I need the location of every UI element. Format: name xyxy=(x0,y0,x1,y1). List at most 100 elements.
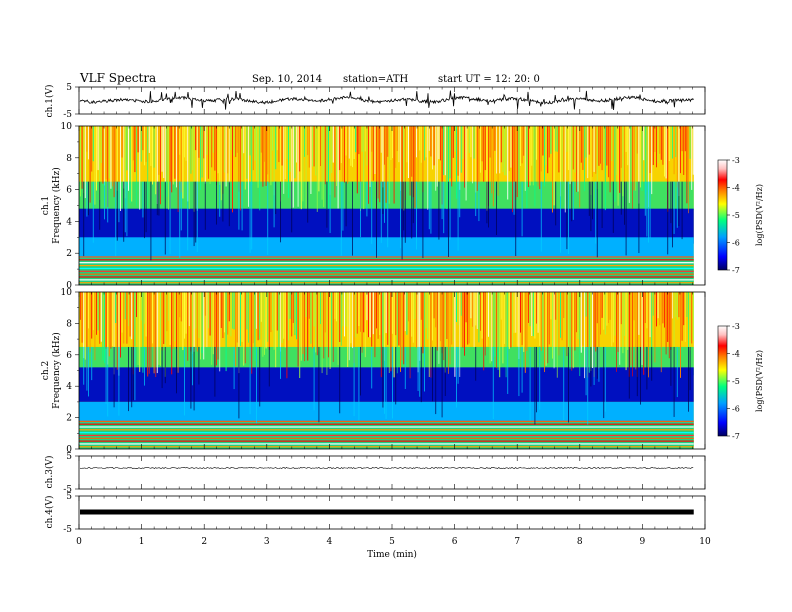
ch1-spec-streak xyxy=(417,126,419,182)
ch1-spec-cyan-band xyxy=(79,237,694,258)
ch2-spec-streak xyxy=(206,292,208,348)
ch1-spec-deep-streak xyxy=(219,181,221,217)
ch1-spec-streak xyxy=(339,126,341,171)
ch1-spec-streak xyxy=(337,126,339,209)
ch2-spec-streak xyxy=(544,292,545,373)
ch2-spec-streak xyxy=(288,292,289,341)
ch2-spec-streak xyxy=(284,292,286,348)
ch1-spec-streak xyxy=(289,126,291,172)
ch2-spec-deep-streak xyxy=(83,346,85,385)
ch2-spec-streak xyxy=(668,292,670,359)
ch1-spec-streak xyxy=(486,126,488,211)
ch1-spec-streak xyxy=(313,126,315,167)
ch2-spec-streak xyxy=(496,292,497,369)
ch1-spec-streak xyxy=(96,126,97,191)
ch1-spec-deep-streak xyxy=(88,181,89,216)
ch2-spec-streak xyxy=(340,292,342,346)
ch1-spec-deep-streak xyxy=(228,181,230,227)
ch1-spec-streak xyxy=(467,126,469,181)
ch2-spec-streak xyxy=(211,292,213,365)
ch1-spec-streak xyxy=(673,126,675,175)
ch1-spec-streak xyxy=(598,126,600,166)
ch2-spec-deep-streak xyxy=(358,346,360,421)
ch2-spec-deep-streak xyxy=(214,346,216,397)
ch1-spec-streak xyxy=(248,126,249,207)
ch1-spec-deep-streak xyxy=(488,181,489,228)
ch1-spec-streak xyxy=(675,126,677,158)
ch2-spec-streak xyxy=(187,292,189,361)
ch2-spec-streak xyxy=(432,292,433,341)
ch2-spec-streak xyxy=(299,292,301,379)
ch1-spec-harmonic-line xyxy=(79,282,694,284)
ch2-spec-deep-streak xyxy=(596,346,598,379)
ch2-spec-streak xyxy=(473,292,475,348)
ch2-spec-streak xyxy=(462,292,464,348)
ch1-spec-channel-label: ch.1 xyxy=(41,196,51,215)
ch2-spec-streak xyxy=(539,292,541,346)
ch2-spec-deep-streak xyxy=(507,346,509,394)
ch2-spec-streak xyxy=(220,292,222,329)
ch2-spec-streak xyxy=(593,292,595,377)
ch1-spec-streak xyxy=(656,126,657,168)
ch2-spec-streak xyxy=(540,292,542,352)
ch1-spec-streak xyxy=(603,126,605,164)
ch2-spec-streak xyxy=(115,292,117,324)
ch1-spec-streak xyxy=(166,126,168,197)
ch2-spec-streak xyxy=(632,292,633,377)
ch1-spec-streak xyxy=(497,126,499,196)
ch1-spec-deep-streak xyxy=(540,181,542,252)
ch1-spec-streak xyxy=(273,126,275,196)
ch1-spec-deep-streak xyxy=(238,181,240,230)
x-axis-label: Time (min) xyxy=(367,549,417,560)
ch2-spec-streak xyxy=(644,292,646,324)
ch1-spec-streak xyxy=(179,126,181,155)
ch1-spec-streak xyxy=(635,126,637,191)
ch2-spec-streak xyxy=(411,292,413,337)
ch1-spec-streak xyxy=(515,126,517,200)
ch1-spec-streak xyxy=(649,126,651,174)
ch2-spec-streak xyxy=(542,292,544,353)
ch1-spec-deep-streak xyxy=(144,181,145,239)
ch2-spec-streak xyxy=(182,292,184,351)
ch1-spec-streak xyxy=(499,126,501,174)
ch2-spec-streak xyxy=(166,292,168,332)
ch1-spec-streak xyxy=(193,126,195,212)
ch1-spec-deep-streak xyxy=(572,181,574,220)
ch2-spec-streak xyxy=(132,292,134,375)
ch2-spec-deep-streak xyxy=(184,346,185,416)
ch1-spec-streak xyxy=(355,126,357,153)
ch1-spec-streak xyxy=(630,126,632,184)
ch2-spec-streak xyxy=(547,292,549,364)
ch2-spec-streak xyxy=(398,292,400,346)
ch2-spec-streak xyxy=(329,292,331,369)
ch1-spec-streak xyxy=(174,126,176,179)
ch2-spectrogram-panel: 0 2 4 6 8 10 ch.2 Frequency (kHz) xyxy=(41,288,706,455)
ch2-spec-streak xyxy=(689,292,691,351)
ch1-spec-deep-streak xyxy=(387,181,389,248)
ch2-spec-streak xyxy=(136,292,137,318)
ch2-spec-streak xyxy=(142,292,144,373)
ch2-spec-streak xyxy=(256,292,257,329)
ch1-spec-streak xyxy=(364,126,366,152)
ch1-spec-streak xyxy=(230,126,232,151)
ch1-spec-streak xyxy=(254,126,256,161)
ch1-spec-ytick-label: 10 xyxy=(61,122,73,132)
ch2-spec-streak xyxy=(259,292,261,340)
ch2-spec-streak xyxy=(249,292,251,365)
ch2-spec-deep-streak xyxy=(587,346,589,425)
ch1-spec-deep-streak xyxy=(340,181,342,256)
ch1-spec-streak xyxy=(502,126,504,173)
ch1-spec-streak xyxy=(121,126,123,158)
ch2-spec-streak xyxy=(100,292,102,342)
ch1-spec-streak xyxy=(403,126,405,211)
ch2-colorbar-tick-label: -3 xyxy=(732,322,740,331)
ch2-spec-streak xyxy=(291,292,293,337)
ch1-spec-deep-streak xyxy=(566,181,568,250)
ch2-spec-deep-streak xyxy=(539,346,541,410)
ch1-spec-streak xyxy=(84,126,86,199)
ch1-spec-deep-streak xyxy=(142,181,144,218)
ch2-spec-streak xyxy=(168,292,169,321)
ch2-spec-streak xyxy=(505,292,507,378)
ch2-spec-streak xyxy=(169,292,171,345)
ch2-spec-deep-streak xyxy=(603,346,605,419)
